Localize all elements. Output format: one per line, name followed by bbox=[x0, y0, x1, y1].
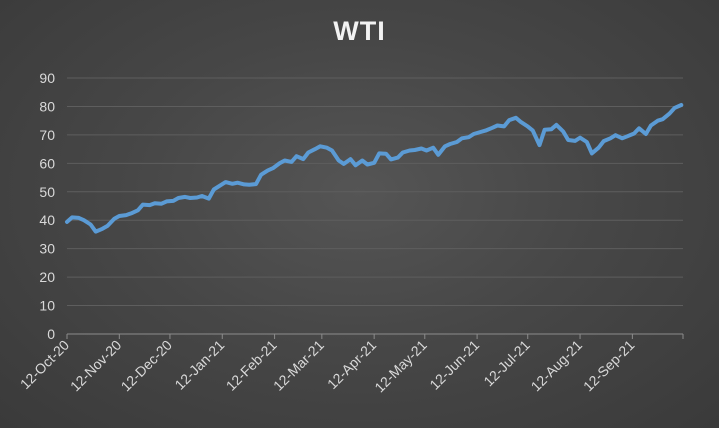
x-tick-label: 12-Nov-20 bbox=[67, 337, 125, 395]
y-tick-label: 20 bbox=[39, 269, 55, 285]
y-tick-label: 10 bbox=[39, 298, 55, 314]
x-tick-label: 12-Jan-21 bbox=[171, 337, 227, 393]
y-tick-label: 80 bbox=[39, 98, 55, 114]
x-tick-label: 12-Sep-21 bbox=[580, 337, 638, 395]
x-tick-label: 12-Jun-21 bbox=[426, 337, 482, 393]
x-tick-label: 12-Feb-21 bbox=[223, 337, 280, 394]
y-tick-label: 30 bbox=[39, 241, 55, 257]
x-tick-label: 12-Dec-20 bbox=[118, 337, 176, 395]
y-tick-label: 50 bbox=[39, 184, 55, 200]
x-tick-label: 12-Mar-21 bbox=[270, 337, 327, 394]
y-tick-label: 60 bbox=[39, 155, 55, 171]
x-tick-label: 12-May-21 bbox=[371, 337, 430, 396]
y-tick-label: 90 bbox=[39, 70, 55, 86]
x-tick-label: 12-Oct-20 bbox=[17, 337, 72, 392]
chart-title: WTI bbox=[333, 16, 386, 46]
x-tick-label: 12-Jul-21 bbox=[480, 337, 533, 390]
y-tick-label: 70 bbox=[39, 127, 55, 143]
wti-price-line bbox=[65, 103, 684, 234]
x-tick-label: 12-Aug-21 bbox=[528, 337, 586, 395]
y-tick-label: 40 bbox=[39, 212, 55, 228]
y-tick-label: 0 bbox=[47, 326, 55, 342]
